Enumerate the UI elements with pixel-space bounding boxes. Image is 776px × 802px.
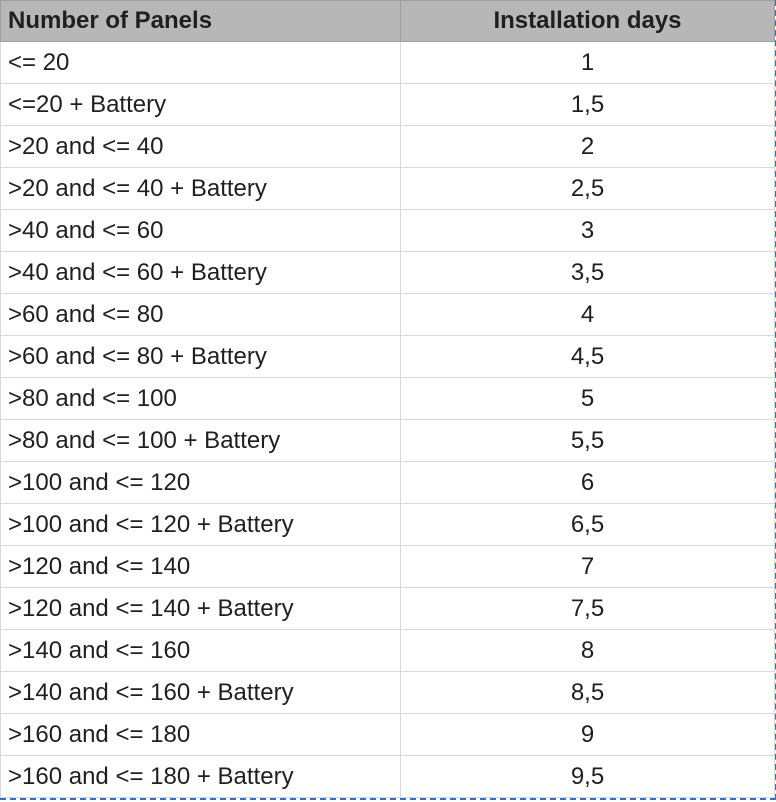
table-row: >80 and <= 100 5 [0,377,775,420]
installation-days-cell[interactable]: 6,5 [400,503,775,546]
table-row: >120 and <= 140 + Battery 7,5 [0,587,775,630]
installation-days-cell[interactable]: 2 [400,125,775,168]
table-row: >140 and <= 160 + Battery 8,5 [0,671,775,714]
installation-days-cell[interactable]: 3 [400,209,775,252]
installation-days-cell[interactable]: 4,5 [400,335,775,378]
header-row: Number of Panels Installation days [0,0,775,42]
installation-days-cell[interactable]: 7 [400,545,775,588]
installation-days-cell[interactable]: 5,5 [400,419,775,462]
table-row: >100 and <= 120 + Battery 6,5 [0,503,775,546]
panels-range-cell[interactable]: >100 and <= 120 + Battery [0,503,401,546]
installation-days-cell[interactable]: 8 [400,629,775,672]
installation-days-cell[interactable]: 6 [400,461,775,504]
table-row: >40 and <= 60 3 [0,209,775,252]
panels-range-cell[interactable]: >140 and <= 160 [0,629,401,672]
installation-days-cell[interactable]: 2,5 [400,167,775,210]
header-installation-days[interactable]: Installation days [400,0,775,42]
installation-days-cell[interactable]: 1,5 [400,83,775,126]
panels-range-cell[interactable]: >60 and <= 80 + Battery [0,335,401,378]
table-row: >40 and <= 60 + Battery 3,5 [0,251,775,294]
installation-days-cell[interactable]: 1 [400,41,775,84]
installation-days-cell[interactable]: 3,5 [400,251,775,294]
panels-range-cell[interactable]: >160 and <= 180 [0,713,401,756]
table-row: >100 and <= 120 6 [0,461,775,504]
installation-days-cell[interactable]: 5 [400,377,775,420]
table-row: >160 and <= 180 + Battery 9,5 [0,755,775,798]
header-number-of-panels[interactable]: Number of Panels [0,0,401,42]
panels-range-cell[interactable]: >120 and <= 140 + Battery [0,587,401,630]
table-row: >160 and <= 180 9 [0,713,775,756]
installation-days-cell[interactable]: 8,5 [400,671,775,714]
panels-range-cell[interactable]: <=20 + Battery [0,83,401,126]
table-row: <= 20 1 [0,41,775,84]
table-row: >20 and <= 40 + Battery 2,5 [0,167,775,210]
panels-range-cell[interactable]: >100 and <= 120 [0,461,401,504]
table-row: >120 and <= 140 7 [0,545,775,588]
table-row: >140 and <= 160 8 [0,629,775,672]
panels-range-cell[interactable]: >160 and <= 180 + Battery [0,755,401,798]
panels-range-cell[interactable]: >40 and <= 60 [0,209,401,252]
panels-range-cell[interactable]: >120 and <= 140 [0,545,401,588]
installation-days-cell[interactable]: 7,5 [400,587,775,630]
panels-range-cell[interactable]: >40 and <= 60 + Battery [0,251,401,294]
installation-days-cell[interactable]: 9 [400,713,775,756]
panels-range-cell[interactable]: >80 and <= 100 + Battery [0,419,401,462]
table-row: >20 and <= 40 2 [0,125,775,168]
panels-range-cell[interactable]: >20 and <= 40 + Battery [0,167,401,210]
installation-days-cell[interactable]: 9,5 [400,755,775,798]
table-row: >80 and <= 100 + Battery 5,5 [0,419,775,462]
installation-days-cell[interactable]: 4 [400,293,775,336]
panels-range-cell[interactable]: <= 20 [0,41,401,84]
table-row: >60 and <= 80 4 [0,293,775,336]
panels-range-cell[interactable]: >20 and <= 40 [0,125,401,168]
table-row: >60 and <= 80 + Battery 4,5 [0,335,775,378]
panels-range-cell[interactable]: >80 and <= 100 [0,377,401,420]
panels-range-cell[interactable]: >60 and <= 80 [0,293,401,336]
table-row: <=20 + Battery 1,5 [0,83,775,126]
panels-range-cell[interactable]: >140 and <= 160 + Battery [0,671,401,714]
